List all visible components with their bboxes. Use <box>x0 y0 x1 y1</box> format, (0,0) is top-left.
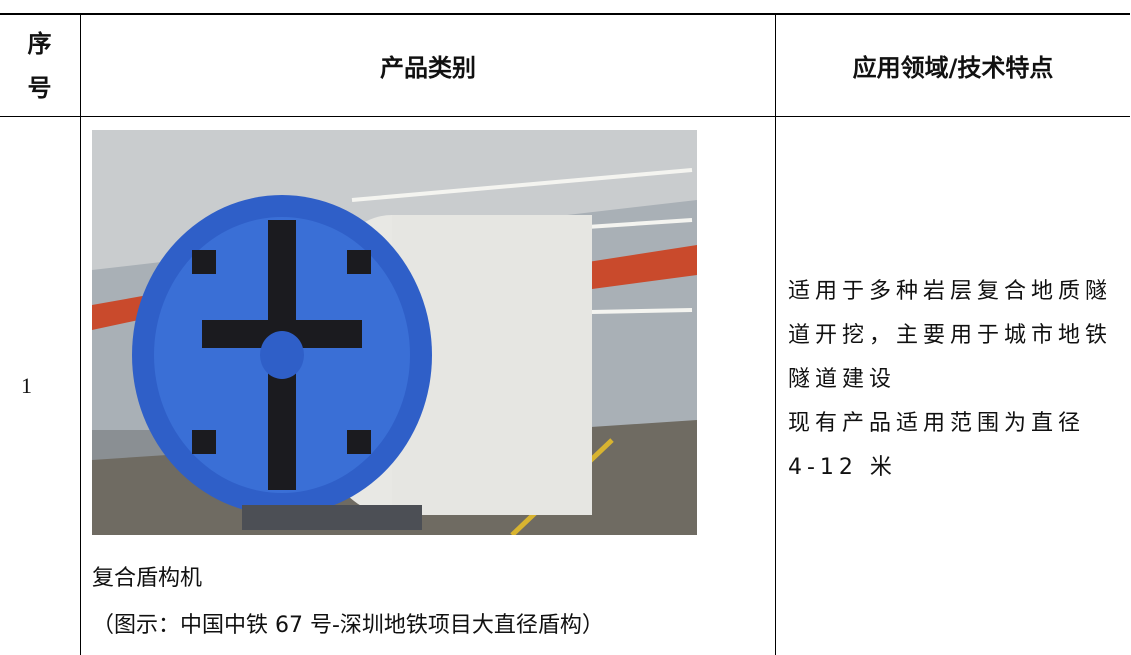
column-divider <box>80 15 81 655</box>
header-cell: 产品类别 <box>81 15 775 116</box>
features: 适用于多种岩层复合地质隧道开挖，主要用于城市地铁隧道建设 现有产品适用范围为直径… <box>788 270 1128 490</box>
row-index: 1 <box>21 372 32 398</box>
header-cell: 应用领域/技术特点 <box>776 15 1130 116</box>
header-text: 产品类别 <box>380 54 476 82</box>
product-name: 复合盾构机 <box>92 566 203 591</box>
header-text: 序号 <box>27 29 52 102</box>
product-photo <box>92 130 697 535</box>
header-divider <box>0 116 1130 117</box>
feature-text: 现有产品适用范围为直径 4-12 米 <box>788 411 1086 480</box>
table: 序号 产品类别 应用领域/技术特点 1 复合盾构机 （图示：中国中铁 67 号-… <box>0 13 1130 655</box>
feature-text: 适用于多种岩层复合地质隧道开挖，主要用于城市地铁隧道建设 <box>788 279 1113 392</box>
column-divider <box>775 15 776 655</box>
header-text: 应用领域/技术特点 <box>852 54 1054 82</box>
photo-caption: （图示：中国中铁 67 号-深圳地铁项目大直径盾构） <box>92 613 604 638</box>
header-cell: 序号 <box>0 15 80 116</box>
